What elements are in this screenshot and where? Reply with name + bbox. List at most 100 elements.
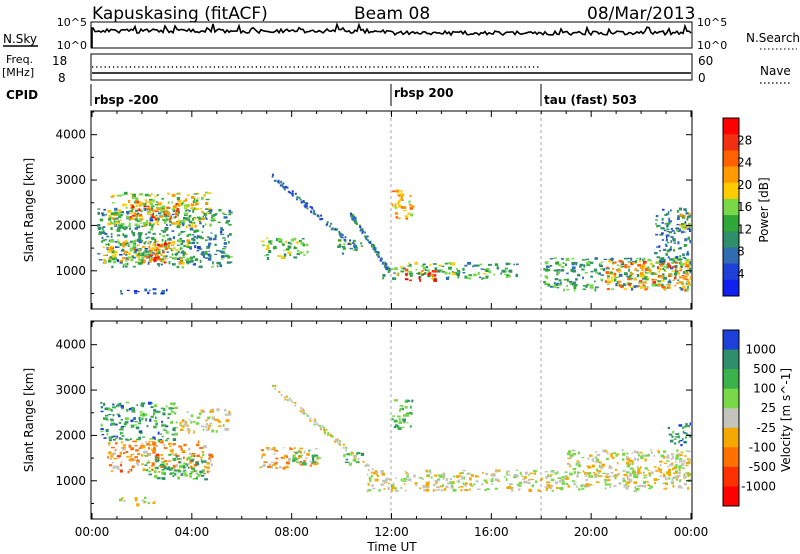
echo-cell [547, 268, 551, 272]
echo-cell [300, 200, 303, 203]
echo-cell [550, 470, 553, 473]
echo-cell [192, 217, 194, 221]
echo-cell [311, 462, 314, 465]
echo-cell [647, 484, 650, 487]
echo-cell [188, 215, 191, 219]
echo-cell [666, 460, 670, 462]
echo-cell [479, 263, 483, 266]
colorbar-segment [723, 408, 739, 429]
echo-cell [194, 258, 199, 262]
echo-cell [556, 471, 559, 474]
echo-cell [186, 257, 191, 261]
echo-cell [606, 268, 610, 270]
echo-cell [197, 474, 201, 477]
echo-cell [171, 208, 175, 211]
echo-cell [141, 203, 145, 206]
echo-cell [148, 473, 152, 476]
echo-cell [176, 265, 180, 269]
echo-cell [295, 241, 299, 244]
echo-cell [211, 266, 215, 268]
echo-cell [154, 467, 157, 469]
echo-cell [388, 269, 391, 272]
echo-cell [301, 241, 304, 244]
echo-cell [222, 212, 225, 214]
echo-cell [553, 269, 557, 272]
echo-cell [683, 257, 687, 259]
echo-cell [485, 472, 488, 475]
echo-cell [602, 449, 607, 453]
echo-cell [607, 275, 610, 278]
echo-cell [419, 487, 422, 490]
echo-cell [205, 239, 208, 242]
echo-cell [367, 489, 372, 492]
echo-cell [107, 218, 111, 221]
echo-cell [210, 409, 214, 413]
echo-cell [646, 481, 649, 483]
echo-cell [456, 269, 460, 272]
echo-cell [566, 476, 569, 479]
echo-cell [628, 463, 631, 466]
echo-cell [193, 464, 198, 467]
echo-cell [452, 481, 455, 485]
echo-cell [586, 465, 590, 468]
echo-cell [636, 274, 640, 278]
echo-cell [97, 227, 102, 230]
echo-cell [327, 431, 330, 434]
echo-cell [222, 247, 226, 250]
echo-cell [629, 467, 634, 470]
echo-cell [456, 272, 460, 276]
echo-cell [442, 477, 445, 480]
echo-cell [185, 260, 189, 264]
echo-cell [663, 229, 667, 232]
echo-cell [462, 272, 466, 274]
echo-cell [189, 233, 192, 236]
echo-cell [165, 224, 168, 226]
echo-cell [661, 257, 665, 260]
echo-cell [597, 272, 600, 275]
echo-cell [423, 266, 426, 270]
echo-cell [557, 477, 562, 480]
echo-cell [467, 261, 472, 265]
echo-cell [685, 264, 690, 268]
echo-cell [193, 420, 196, 423]
echo-cell [291, 192, 294, 195]
echo-cell [414, 261, 418, 265]
echo-cell [302, 200, 305, 202]
echo-cell [491, 483, 494, 485]
echo-cell [590, 275, 594, 278]
echo-cell [573, 286, 577, 289]
echo-cell [158, 212, 162, 215]
echo-cell [184, 214, 188, 216]
echo-cell [131, 208, 134, 211]
echo-cell [626, 481, 630, 484]
echo-cell [673, 242, 677, 244]
echo-cell [448, 266, 452, 270]
echo-cell [682, 467, 685, 470]
echo-cell [148, 289, 151, 292]
echo-cell [290, 243, 293, 245]
echo-cell [106, 235, 109, 238]
echo-cell [172, 457, 177, 461]
echo-cell [191, 452, 196, 455]
echo-cell [605, 271, 608, 275]
echo-cell [393, 206, 397, 208]
echo-cell [316, 423, 319, 426]
echo-cell [126, 455, 129, 458]
echo-cell [144, 209, 147, 211]
echo-cell [120, 292, 124, 295]
echo-cell [181, 266, 184, 269]
echo-cell [485, 275, 489, 278]
echo-cell [140, 261, 143, 265]
echo-cell [202, 225, 205, 228]
echo-cell [504, 273, 507, 275]
echo-cell [594, 456, 598, 459]
echo-cell [658, 267, 662, 271]
echo-cell [615, 454, 618, 457]
echo-cell [494, 487, 498, 490]
echo-cell [209, 453, 213, 457]
echo-cell [162, 477, 166, 480]
echo-cell [664, 243, 668, 246]
echo-cell [156, 221, 159, 223]
echo-cell [272, 173, 274, 176]
echo-cell [301, 411, 304, 414]
